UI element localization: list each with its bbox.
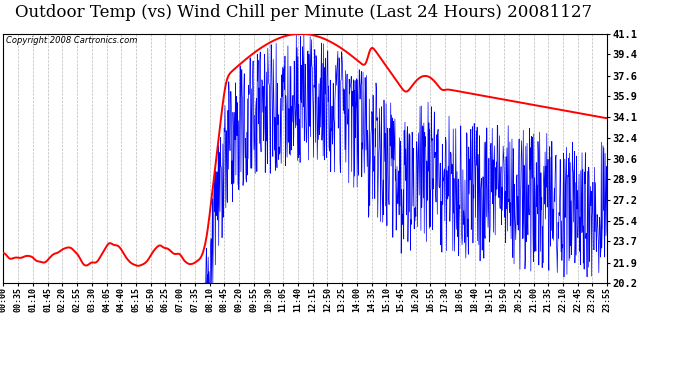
Text: Copyright 2008 Cartronics.com: Copyright 2008 Cartronics.com [6, 36, 138, 45]
Text: Outdoor Temp (vs) Wind Chill per Minute (Last 24 Hours) 20081127: Outdoor Temp (vs) Wind Chill per Minute … [15, 4, 592, 21]
